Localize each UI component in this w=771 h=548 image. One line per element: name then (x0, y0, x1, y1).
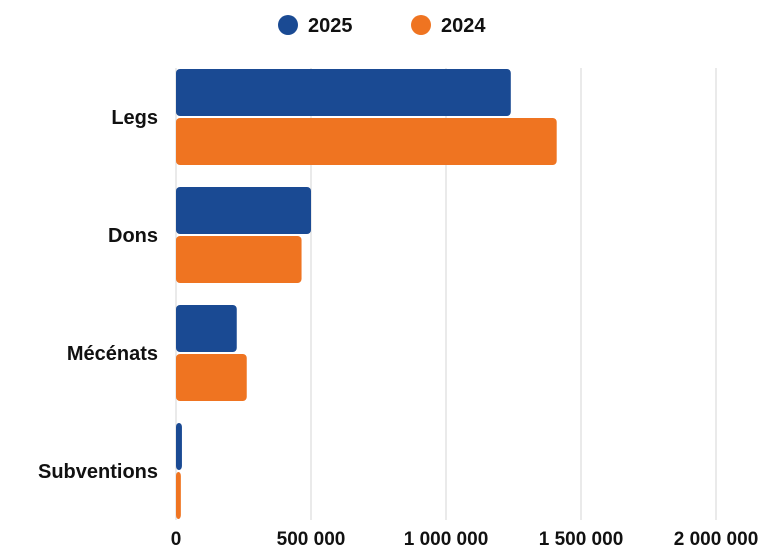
category-labels: Legs Dons Mécénats Subventions (38, 107, 158, 483)
bar-legs-2025 (176, 69, 511, 116)
x-tick-label: 500 000 (277, 529, 346, 548)
bar-subventions-2025 (176, 423, 182, 470)
bar-dons-2025 (176, 187, 311, 234)
x-tick-label: 1 000 000 (404, 529, 489, 548)
bar-dons-2024 (176, 236, 302, 283)
x-tick-label: 2 000 000 (674, 529, 759, 548)
bar-subventions-2024 (176, 472, 181, 519)
bar-mecenats-2024 (176, 354, 247, 401)
legend-swatch (278, 15, 298, 35)
bar-mecenats-2025 (176, 305, 237, 352)
x-tick-label: 0 (171, 529, 182, 548)
category-label: Subventions (38, 461, 158, 483)
legend-label: 2024 (441, 15, 486, 37)
bars (176, 69, 557, 519)
category-label: Mécénats (67, 343, 158, 365)
legend-label: 2025 (308, 15, 353, 37)
category-label: Legs (111, 107, 158, 129)
legend: 2025 2024 (278, 15, 486, 37)
x-axis-tick-labels: 0 500 000 1 000 000 1 500 000 2 000 000 (171, 529, 759, 548)
bar-legs-2024 (176, 118, 557, 165)
category-label: Dons (108, 225, 158, 247)
x-tick-label: 1 500 000 (539, 529, 624, 548)
legend-swatch (411, 15, 431, 35)
